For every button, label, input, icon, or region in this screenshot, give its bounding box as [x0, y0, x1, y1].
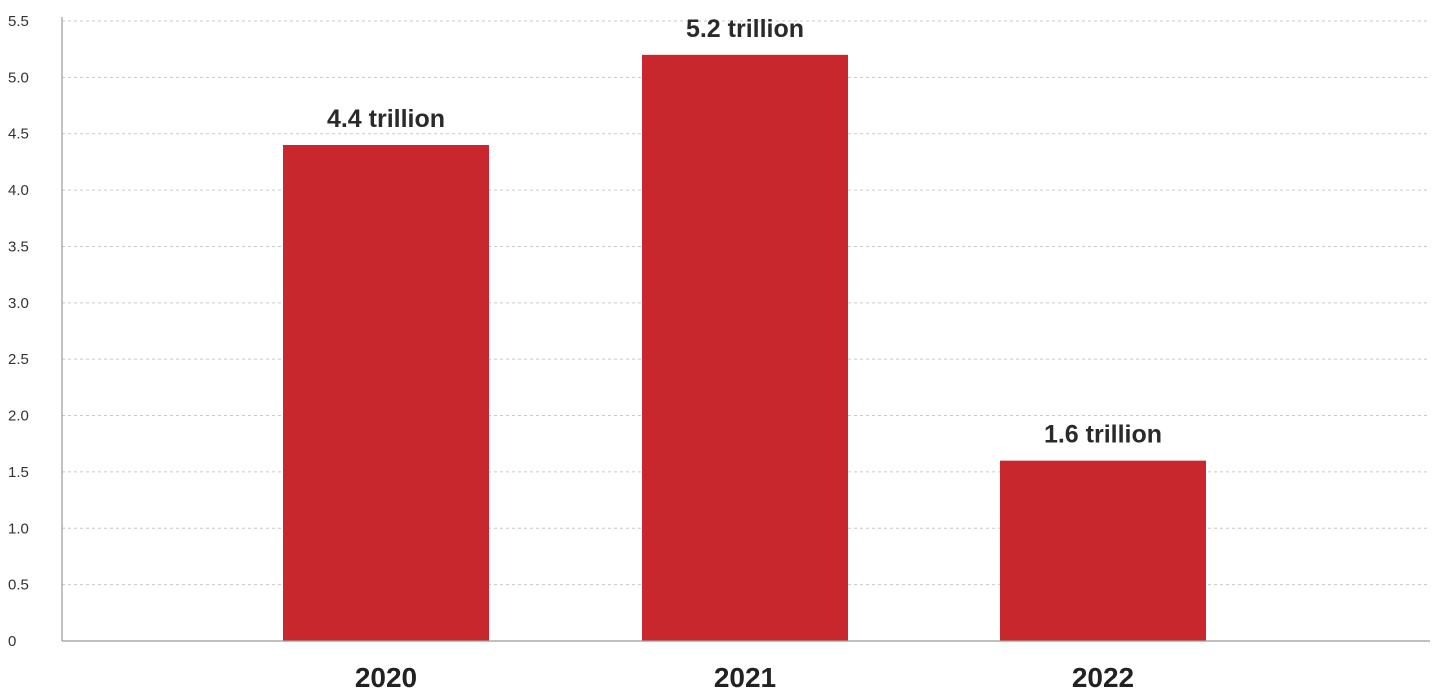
data-label: 5.2 trillion [686, 15, 804, 43]
x-tick-label: 2020 [355, 662, 417, 693]
x-tick-label: 2021 [714, 662, 776, 693]
y-tick-label: 5.0 [8, 69, 29, 86]
bar-2021 [642, 54, 848, 642]
bar-2020 [283, 145, 489, 641]
y-tick-label: 4.0 [8, 182, 29, 199]
y-tick-label: 5.5 [8, 13, 29, 30]
y-tick-label: 1.0 [8, 520, 29, 537]
x-tick-label: 2022 [1072, 662, 1134, 693]
y-tick-label: 0 [8, 633, 16, 650]
bar-2022 [1000, 460, 1206, 641]
y-tick-label: 4.5 [8, 126, 29, 143]
y-tick-label: 2.5 [8, 351, 29, 368]
y-tick-label: 1.5 [8, 464, 29, 481]
y-tick-label: 2.0 [8, 408, 29, 425]
axes [61, 17, 1430, 642]
y-tick-label: 3.0 [8, 295, 29, 312]
y-tick-label: 3.5 [8, 238, 29, 255]
y-tick-label: 0.5 [8, 577, 29, 594]
labels: 0 0.5 1.0 1.5 2.0 2.5 3.0 3.5 4.0 4.5 5.0 5.5 4.4 tr… [8, 13, 1162, 693]
data-label: 1.6 trillion [1044, 421, 1162, 449]
bars [283, 54, 1206, 642]
data-label: 4.4 trillion [327, 105, 445, 133]
